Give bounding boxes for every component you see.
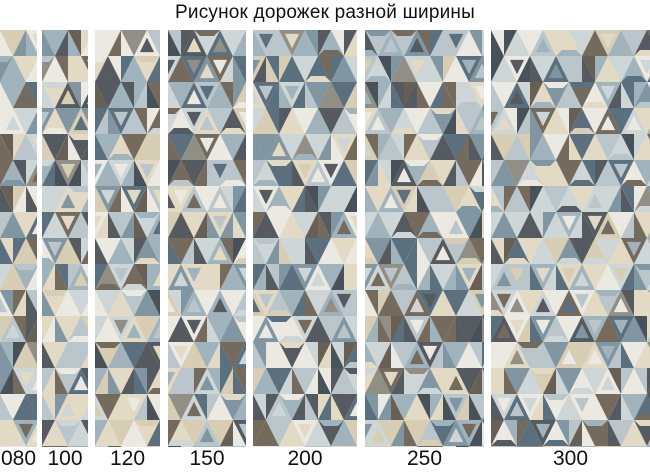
carpet-pattern-svg (365, 30, 484, 447)
width-label-100: 100 (47, 447, 83, 470)
width-label-200: 200 (287, 447, 323, 470)
carpet-pattern-svg (491, 30, 650, 447)
carpet-grain-texture (0, 30, 37, 447)
carpet-grain-texture (42, 30, 88, 447)
width-label-250: 250 (406, 447, 443, 470)
carpet-pattern-svg (253, 30, 357, 447)
runner-strip-120 (95, 30, 160, 447)
carpet-grain-texture (168, 30, 246, 447)
carpet-grain-texture (253, 30, 357, 447)
width-label-300: 300 (552, 447, 589, 470)
page-title: Рисунок дорожек разной ширины (175, 2, 475, 23)
carpet-grain-texture (491, 30, 650, 447)
width-label-150: 150 (189, 447, 225, 470)
width-label-120: 120 (109, 447, 146, 470)
runner-strip-100 (42, 30, 88, 447)
carpet-pattern-svg (168, 30, 246, 447)
runner-strip-250 (365, 30, 484, 447)
carpet-pattern-svg (95, 30, 160, 447)
width-label-080: 080 (0, 447, 37, 470)
runner-strip-080 (0, 30, 37, 447)
runner-strip-150 (168, 30, 246, 447)
runner-strip-300 (491, 30, 650, 447)
carpet-pattern-svg (42, 30, 88, 447)
carpet-grain-texture (365, 30, 484, 447)
runner-strip-200 (253, 30, 357, 447)
carpet-grain-texture (95, 30, 160, 447)
carpet-pattern-svg (0, 30, 37, 447)
